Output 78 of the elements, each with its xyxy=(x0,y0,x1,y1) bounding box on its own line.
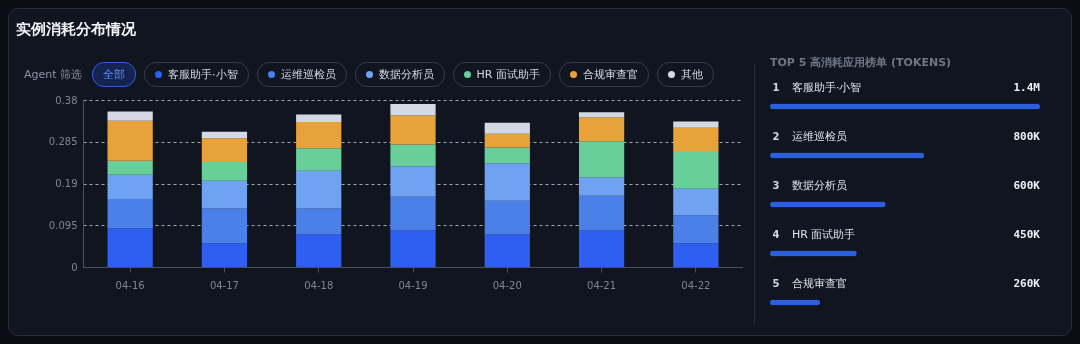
bar xyxy=(107,120,153,161)
bar xyxy=(578,230,625,267)
bar xyxy=(107,160,153,175)
x-tick-label: 04-16 xyxy=(115,279,145,291)
x-tick-label: 04-20 xyxy=(492,279,522,291)
bar xyxy=(390,103,436,116)
y-tick-label: 0.38 xyxy=(55,94,78,106)
bar xyxy=(390,166,436,197)
bar xyxy=(201,131,248,139)
chart-title: TOP 5 高消耗应用榜单 (TOKENS) xyxy=(770,55,952,69)
y-tick-label: 0 xyxy=(71,261,78,273)
y-tick-label: 客服助手·小智 xyxy=(792,80,862,94)
data-label: 1.4M xyxy=(1013,80,1041,94)
bar xyxy=(484,200,530,235)
bar xyxy=(296,234,342,267)
legend-label: 数据分析员 xyxy=(378,67,434,82)
legend-label: HR 面试助手 xyxy=(476,67,540,82)
bar xyxy=(296,208,342,235)
legend-label: 客服助手·小智 xyxy=(168,67,238,82)
annotation: 4 xyxy=(772,228,780,240)
bar xyxy=(484,133,530,148)
bar xyxy=(673,188,719,216)
bar xyxy=(390,230,436,267)
y-tick-label: 0.095 xyxy=(48,219,78,231)
legend-label: 合规审查官 xyxy=(582,67,638,82)
annotation: 5 xyxy=(772,277,780,289)
data-label: 450K xyxy=(1013,227,1041,241)
data-label: 600K xyxy=(1013,178,1041,192)
legend-title: Agent 筛选 xyxy=(24,67,83,82)
bar xyxy=(484,147,530,164)
bar xyxy=(578,117,625,142)
bar xyxy=(673,215,719,244)
bar xyxy=(296,121,342,149)
y-tick-label: 合规审查官 xyxy=(792,276,847,290)
x-tick-label: 04-21 xyxy=(587,279,617,291)
bar xyxy=(578,195,625,231)
bar xyxy=(296,148,342,171)
bar xyxy=(578,177,625,196)
legend-label: 其他 xyxy=(680,67,703,82)
bar xyxy=(201,138,248,162)
x-tick-label: 04-22 xyxy=(681,279,711,291)
x-tick-label: 04-18 xyxy=(304,279,334,291)
bar xyxy=(296,114,342,122)
bar xyxy=(578,112,625,118)
y-tick-label: HR 面试助手 xyxy=(792,227,856,241)
bar xyxy=(107,111,153,121)
annotation: 2 xyxy=(772,130,780,142)
legend-label: 运维巡检员 xyxy=(280,67,336,82)
bar xyxy=(484,163,530,201)
bar xyxy=(296,170,342,209)
bar xyxy=(201,208,248,244)
y-tick-label: 0.19 xyxy=(55,178,78,189)
bar xyxy=(107,228,153,267)
y-tick-label: 运维巡检员 xyxy=(792,129,847,143)
bar xyxy=(484,122,530,134)
x-tick-label: 04-17 xyxy=(209,279,239,291)
bar xyxy=(673,121,719,128)
annotation: 1 xyxy=(772,81,780,93)
data-label: 800K xyxy=(1013,129,1041,143)
bar xyxy=(673,150,719,189)
data-label: 260K xyxy=(1013,276,1041,290)
y-tick-label: 数据分析员 xyxy=(792,178,847,192)
bar xyxy=(390,115,436,145)
bar xyxy=(107,198,153,229)
y-tick-label: 0.285 xyxy=(48,136,78,148)
x-tick-label: 04-19 xyxy=(398,279,428,291)
filter-button: 全部 xyxy=(92,62,137,87)
bar xyxy=(107,174,153,199)
bar xyxy=(201,243,248,267)
annotation: 3 xyxy=(772,179,780,191)
bar xyxy=(673,243,719,267)
bar xyxy=(673,127,719,151)
bar xyxy=(484,234,530,267)
bar xyxy=(201,180,248,209)
bar xyxy=(390,144,436,167)
bar xyxy=(578,141,625,178)
bar xyxy=(201,161,248,181)
bar xyxy=(390,196,436,231)
